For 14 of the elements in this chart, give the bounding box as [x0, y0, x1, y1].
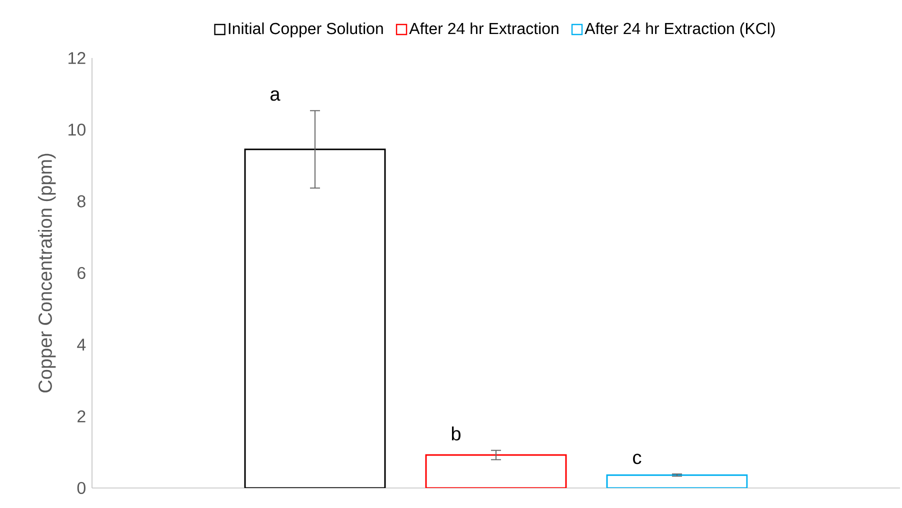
y-tick-label: 6: [78, 266, 86, 280]
y-axis-title: Copper Concentration (ppm): [38, 154, 56, 392]
y-tick-label: 12: [68, 52, 86, 64]
legend-label: Initial Copper Solution: [228, 22, 383, 38]
annotation: b: [452, 426, 460, 440]
y-tick-label: 4: [77, 338, 86, 350]
y-tick-label: 2: [78, 410, 86, 422]
y-tick-label: 10: [68, 124, 86, 136]
legend-label: After 24 hr Extraction (KCl): [584, 22, 775, 38]
y-tick-label: 8: [77, 195, 86, 208]
y-tick-label: 0: [77, 482, 86, 494]
legend-label: After 24 hr Extraction: [409, 22, 558, 34]
annotation: a: [270, 90, 280, 101]
annotation: c: [633, 454, 642, 464]
